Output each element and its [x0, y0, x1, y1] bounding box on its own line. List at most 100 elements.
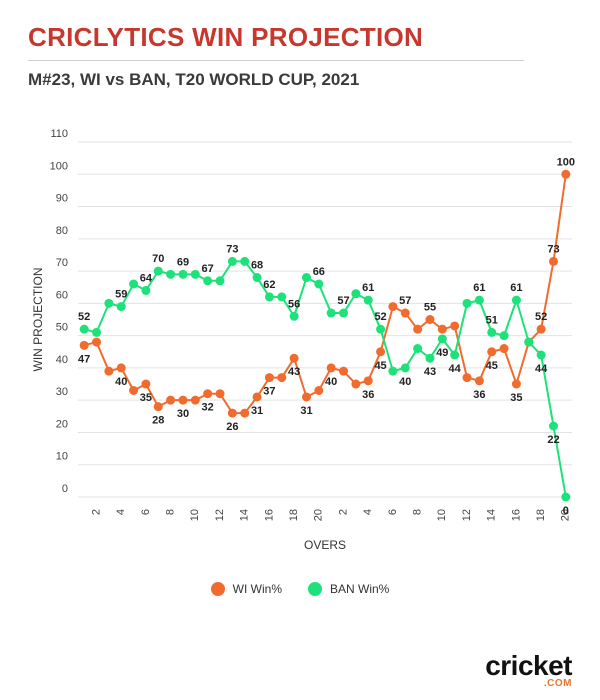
y-tick-label: 30 [56, 386, 68, 398]
legend-item-ban[interactable]: BAN Win% [308, 582, 389, 596]
data-point-ban [252, 273, 262, 283]
legend-label-ban: BAN Win% [330, 582, 390, 596]
chart-legend: WI Win% BAN Win% [0, 582, 600, 596]
data-label-wi: 31 [300, 405, 312, 417]
cricket-com-logo: cricket .COM [485, 652, 572, 690]
data-point-ban [511, 295, 521, 305]
data-point-wi [437, 324, 447, 334]
data-point-wi [339, 366, 349, 376]
data-label-wi: 31 [251, 405, 263, 417]
x-tick-label: 4 [115, 509, 127, 515]
data-label-ban: 61 [473, 282, 485, 294]
data-label-wi: 26 [226, 421, 238, 433]
data-point-wi [190, 395, 200, 405]
data-label-ban: 73 [226, 243, 238, 255]
data-point-wi [79, 340, 89, 350]
data-label-ban: 64 [140, 272, 153, 284]
data-point-ban [339, 308, 349, 318]
data-point-wi [215, 389, 225, 399]
data-point-ban [326, 308, 336, 318]
data-label-wi: 52 [535, 311, 547, 323]
data-point-ban [351, 289, 361, 299]
data-point-ban [561, 492, 571, 502]
legend-swatch-wi [210, 582, 225, 596]
data-point-ban [153, 266, 163, 276]
legend-item-wi[interactable]: WI Win% [210, 582, 282, 596]
series-line-ban [83, 260, 567, 498]
data-point-wi [499, 344, 509, 354]
x-tick-label: 8 [165, 509, 177, 515]
x-tick-label: 12 [214, 509, 226, 521]
data-label-ban: 69 [177, 256, 189, 268]
data-point-ban [190, 269, 200, 279]
data-label-ban: 67 [202, 263, 214, 275]
data-label-wi: 32 [202, 402, 214, 414]
data-label-ban: 62 [263, 279, 275, 291]
data-point-ban [536, 350, 546, 360]
x-tick-label: 10 [436, 509, 448, 521]
data-label-ban: 68 [251, 260, 263, 272]
y-tick-label: 40 [56, 354, 68, 366]
x-tick-label: 12 [461, 509, 473, 521]
x-tick-label: 2 [90, 509, 102, 515]
series-line-wi [83, 174, 567, 415]
data-point-ban [215, 276, 225, 286]
y-tick-label: 90 [56, 193, 68, 205]
x-tick-label: 6 [140, 509, 152, 515]
data-point-ban [388, 366, 398, 376]
data-point-wi [388, 302, 398, 312]
data-point-ban [227, 256, 237, 266]
data-label-ban: 22 [547, 434, 559, 446]
data-label-wi: 45 [486, 360, 498, 372]
data-label-wi: 100 [557, 156, 575, 168]
x-tick-label: 16 [263, 509, 275, 521]
data-label-ban: 66 [313, 266, 325, 278]
data-point-ban [499, 331, 509, 341]
data-point-wi [400, 308, 410, 318]
data-point-ban [474, 295, 484, 305]
data-label-wi: 35 [510, 392, 522, 404]
data-label-wi: 30 [177, 408, 189, 420]
logo-suffix: .COM [543, 678, 572, 689]
data-point-ban [413, 344, 423, 354]
data-point-wi [252, 392, 262, 402]
data-point-ban [277, 292, 287, 302]
x-tick-label: 20 [560, 509, 572, 521]
data-label-ban: 61 [362, 282, 374, 294]
data-point-wi [413, 324, 423, 334]
data-point-wi [326, 363, 336, 373]
data-point-ban [289, 311, 299, 321]
data-point-wi [289, 353, 299, 363]
data-point-ban [314, 279, 324, 289]
data-label-ban: 44 [449, 363, 462, 375]
data-label-ban: 57 [337, 295, 349, 307]
data-point-wi [487, 347, 497, 357]
data-label-ban: 59 [115, 289, 127, 301]
y-tick-label: 60 [56, 289, 68, 301]
data-label-wi: 55 [424, 302, 436, 314]
x-axis-title: OVERS [304, 538, 346, 552]
data-point-wi [92, 337, 102, 347]
data-point-ban [524, 337, 534, 347]
data-point-wi [153, 402, 163, 412]
data-label-ban: 56 [288, 298, 300, 310]
data-label-ban: 40 [399, 376, 411, 388]
data-point-ban [240, 256, 250, 266]
y-axis-title: WIN PROJECTION [31, 268, 45, 372]
legend-label-wi: WI Win% [232, 582, 282, 596]
y-tick-label: 70 [56, 257, 68, 269]
x-tick-label: 18 [535, 509, 547, 521]
data-point-ban [141, 285, 151, 295]
x-tick-label: 14 [486, 509, 498, 521]
x-tick-label: 4 [362, 509, 374, 515]
data-point-ban [116, 302, 126, 312]
y-tick-label: 10 [56, 451, 68, 463]
data-point-wi [129, 386, 139, 395]
chart-subtitle: M#23, WI vs BAN, T20 WORLD CUP, 2021 [28, 70, 360, 89]
data-point-ban [487, 327, 497, 337]
data-point-wi [511, 379, 521, 389]
data-point-ban [450, 350, 460, 360]
x-tick-label: 6 [387, 509, 399, 515]
y-tick-label: 100 [50, 160, 68, 172]
data-point-ban [437, 334, 447, 344]
